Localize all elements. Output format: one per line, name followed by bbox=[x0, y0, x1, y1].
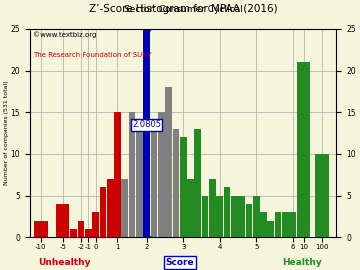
Bar bbox=[260, 212, 267, 237]
Bar bbox=[107, 179, 113, 237]
Bar bbox=[180, 137, 186, 237]
Bar bbox=[143, 29, 150, 237]
Bar bbox=[78, 221, 84, 237]
Bar bbox=[172, 129, 179, 237]
Bar bbox=[92, 212, 99, 237]
Bar bbox=[158, 112, 165, 237]
Bar bbox=[297, 62, 310, 237]
Bar bbox=[315, 154, 329, 237]
Text: Score: Score bbox=[166, 258, 194, 267]
Bar bbox=[253, 196, 260, 237]
Bar bbox=[202, 196, 208, 237]
Bar bbox=[194, 129, 201, 237]
Text: 2.0805: 2.0805 bbox=[132, 120, 161, 129]
Bar bbox=[275, 212, 282, 237]
Title: Z’-Score Histogram for MPAA (2016): Z’-Score Histogram for MPAA (2016) bbox=[89, 4, 278, 14]
Bar bbox=[216, 196, 223, 237]
Bar bbox=[136, 121, 143, 237]
Bar bbox=[114, 112, 121, 237]
Bar bbox=[150, 121, 157, 237]
Bar bbox=[231, 196, 238, 237]
Bar bbox=[289, 212, 296, 237]
Bar bbox=[121, 179, 128, 237]
Text: Unhealthy: Unhealthy bbox=[39, 258, 91, 267]
Text: ©www.textbiz.org: ©www.textbiz.org bbox=[33, 31, 96, 38]
Bar bbox=[238, 196, 245, 237]
Bar bbox=[129, 112, 135, 237]
Bar bbox=[56, 204, 69, 237]
Bar bbox=[267, 221, 274, 237]
Text: The Research Foundation of SUNY: The Research Foundation of SUNY bbox=[33, 52, 152, 58]
Bar bbox=[100, 187, 106, 237]
Text: Healthy: Healthy bbox=[283, 258, 322, 267]
Bar bbox=[246, 204, 252, 237]
Bar bbox=[209, 179, 216, 237]
Bar bbox=[34, 221, 48, 237]
Bar bbox=[282, 212, 289, 237]
Bar bbox=[224, 187, 230, 237]
Bar bbox=[70, 229, 77, 237]
Y-axis label: Number of companies (531 total): Number of companies (531 total) bbox=[4, 81, 9, 185]
Bar bbox=[165, 87, 172, 237]
Text: Sector: Consumer Cyclical: Sector: Consumer Cyclical bbox=[124, 5, 243, 14]
Bar bbox=[187, 179, 194, 237]
Bar bbox=[85, 229, 92, 237]
